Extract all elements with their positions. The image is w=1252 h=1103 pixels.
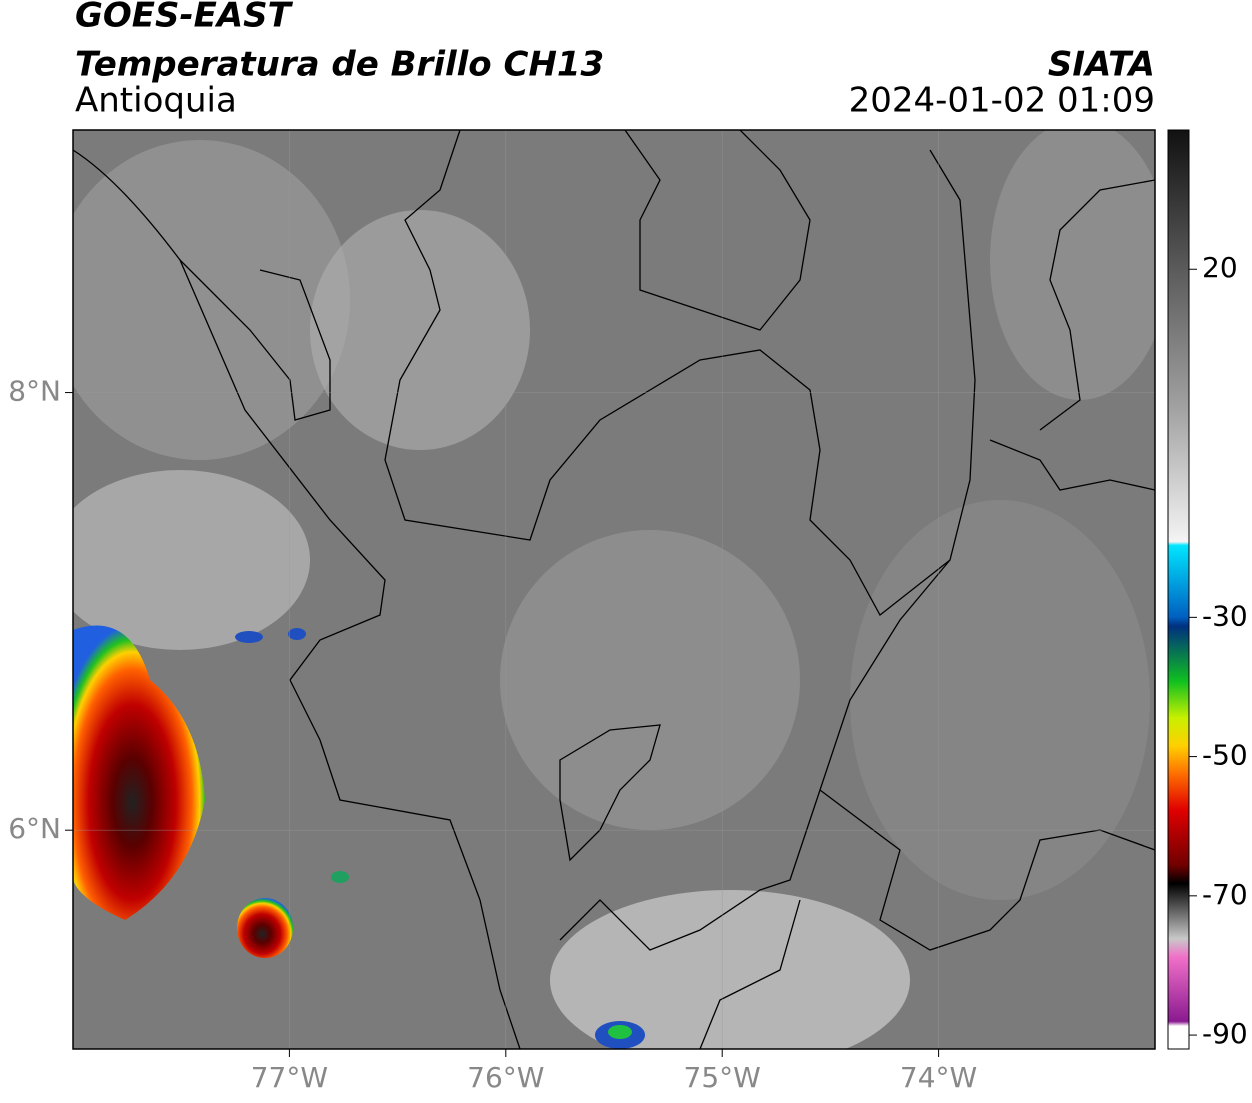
grid xyxy=(73,130,1155,1049)
title: GOES-EAST xyxy=(75,0,294,36)
colorbar-tick-label: -50 xyxy=(1202,739,1248,772)
x-tick-label: 77°W xyxy=(251,1061,328,1094)
colorbar xyxy=(1167,129,1190,1050)
imagery xyxy=(73,130,1155,1049)
colorbar-tick-label: 20 xyxy=(1202,251,1238,284)
y-tick-label: 8°N xyxy=(8,375,61,408)
colorbar-tick-label: -90 xyxy=(1202,1017,1248,1050)
y-tick-label: 6°N xyxy=(8,812,61,845)
subtitle: Temperatura de Brillo CH13 xyxy=(75,45,604,85)
x-tick-label: 75°W xyxy=(684,1061,761,1094)
x-tick-label: 76°W xyxy=(467,1061,544,1094)
source: SIATA xyxy=(1048,45,1155,85)
region: Antioquia xyxy=(75,81,237,121)
colorbar-tick-label: -70 xyxy=(1202,878,1248,911)
datetime: 2024-01-02 01:09 xyxy=(849,81,1155,121)
x-tick-label: 74°W xyxy=(900,1061,977,1094)
map-frame xyxy=(72,129,1156,1050)
colorbar-tick-label: -30 xyxy=(1202,599,1248,632)
